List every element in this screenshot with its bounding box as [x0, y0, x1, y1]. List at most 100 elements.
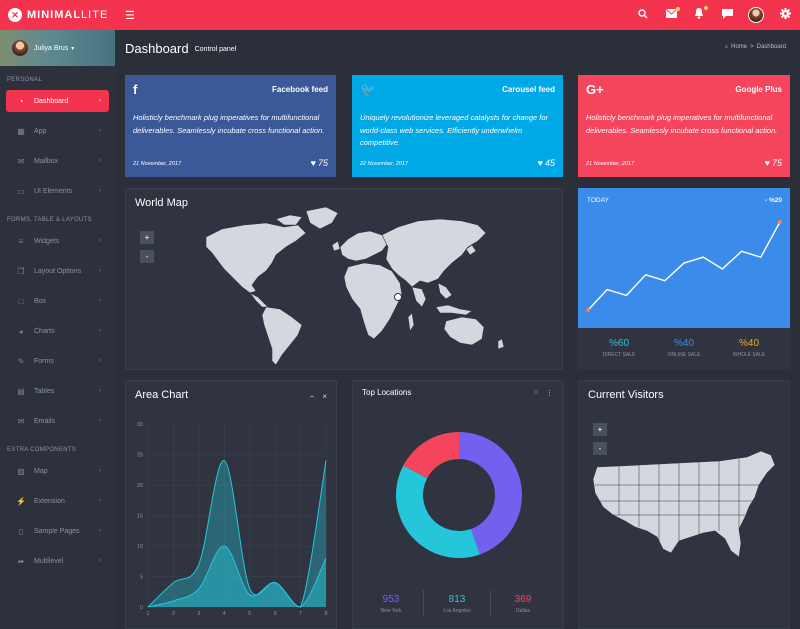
envelope-icon[interactable]: [664, 7, 680, 21]
sidebar-item-tables[interactable]: ▤ Tables ›: [0, 376, 115, 406]
sidebar-item-charts[interactable]: ◕ Charts ›: [0, 316, 115, 346]
today-label: TODAY: [587, 197, 609, 204]
sidebar-item-label: App: [34, 127, 47, 135]
stat-value: %40: [673, 338, 694, 349]
map-marker[interactable]: [394, 293, 402, 301]
user-avatar: [12, 40, 28, 56]
breadcrumb-home[interactable]: Home: [731, 44, 748, 50]
sidebar-section-title: EXTRA COMPONENTS: [7, 447, 77, 453]
sidebar-item-multilevel[interactable]: ➦ Multilevel ›: [0, 546, 115, 576]
location-value: 953: [382, 594, 400, 605]
sidebar-item-dashboard[interactable]: ◔ Dashboard ›: [6, 90, 109, 112]
carousel-feed-card: 🐦 Carousel feed Uniquely revolutionize lev…: [352, 75, 563, 177]
sidebar-item-forms[interactable]: ✎ Forms ›: [0, 346, 115, 376]
stat-online-sale: %40 ONLINE SALE: [654, 338, 714, 358]
sidebar-item-mailbox[interactable]: ✉ Mailbox ›: [0, 146, 115, 176]
plug-icon: ⚡: [16, 496, 26, 506]
gear-icon[interactable]: [778, 8, 792, 22]
sidebar-item-label: Sample Pages: [34, 527, 80, 535]
today-point: [778, 219, 782, 224]
share-icon: ➦: [17, 556, 25, 566]
more-vertical-icon[interactable]: ⋮: [546, 390, 553, 397]
sidebar-item-layout-options[interactable]: ❐ Layout Options ›: [0, 256, 115, 286]
brand[interactable]: ✕ MINIMALLITE: [0, 0, 115, 30]
y-tick-label: 25: [137, 453, 143, 459]
y-tick-label: 0: [140, 605, 143, 611]
current-visitors-title: Current Visitors: [588, 389, 664, 401]
sidebar-item-widgets[interactable]: ≡ Widgets ›: [0, 226, 115, 256]
sidebar-item-label: Widgets: [34, 237, 60, 245]
donut-slice-los-angeles[interactable]: [396, 465, 480, 558]
edit-icon: ✎: [17, 356, 25, 366]
user-panel[interactable]: Juliya Brus ▾: [0, 30, 115, 66]
feed-text: Uniquely revolutionize leveraged catalys…: [360, 113, 549, 147]
likes-count[interactable]: ♥ 75: [311, 158, 328, 168]
refresh-icon[interactable]: ○: [533, 389, 538, 396]
x-tick-label: 7: [299, 611, 302, 617]
breadcrumb: ⌂ Home > Dashboard: [724, 44, 786, 50]
zoom-in-button[interactable]: +: [140, 231, 154, 244]
likes-count[interactable]: ♥ 75: [765, 158, 782, 168]
square-icon: □: [18, 296, 24, 306]
sidebar-item-map[interactable]: ▨ Map ›: [0, 456, 115, 486]
minimize-button[interactable]: −: [309, 392, 315, 401]
donut-slice-dallas[interactable]: [403, 432, 459, 479]
zoom-in-button[interactable]: +: [593, 423, 607, 436]
sidebar-item-ui-elements[interactable]: ▭ UI Elements ›: [0, 176, 115, 206]
today-value: - %20: [765, 197, 782, 204]
table-icon: ▤: [17, 386, 25, 396]
x-tick-label: 1: [146, 611, 149, 617]
chevron-right-icon: ›: [99, 498, 101, 504]
sidebar-item-sample-pages[interactable]: ▯ Sample Pages ›: [0, 516, 115, 546]
area-series-line-1: [147, 460, 327, 608]
copy-icon: ❐: [17, 266, 25, 276]
y-tick-label: 20: [137, 483, 143, 489]
x-tick-label: 2: [172, 611, 175, 617]
zoom-out-button[interactable]: -: [140, 250, 154, 263]
x-tick-label: 8: [324, 611, 327, 617]
feed-title: Carousel feed: [502, 85, 555, 94]
chevron-right-icon: ›: [99, 238, 101, 244]
area-chart-card: Area Chart − × 0 5 10 15 20 25 30 1 2 3 4 5 6 7 8: [125, 380, 337, 629]
likes-value: 75: [317, 158, 328, 168]
laptop-icon: ▭: [17, 186, 25, 196]
today-series-line: [587, 221, 781, 311]
sidebar-item-box[interactable]: □ Box ›: [0, 286, 115, 316]
world-map[interactable]: [126, 189, 564, 371]
feed-title: Facebook feed: [271, 85, 328, 94]
sidebar-item-label: Tables: [34, 387, 55, 395]
sidebar-item-label: Multilevel: [34, 557, 64, 565]
chevron-right-icon: ›: [99, 128, 101, 134]
stat-label: DIRECT SALE: [602, 352, 636, 358]
heart-icon: ♥: [310, 158, 316, 168]
x-tick-label: 5: [248, 611, 251, 617]
likes-count[interactable]: ♥ 45: [538, 158, 555, 168]
chat-icon[interactable]: [720, 8, 734, 22]
facebook-icon: f: [133, 82, 138, 97]
sidebar-item-label: Dashboard: [34, 97, 69, 105]
sidebar-item-emails[interactable]: ✉ Emails ›: [0, 406, 115, 436]
close-button[interactable]: ×: [322, 392, 327, 401]
location-new-york: 953 New York: [361, 594, 421, 614]
sidebar-item-app[interactable]: ▦ App ›: [0, 116, 115, 146]
sidebar-item-extension[interactable]: ⚡ Extension ›: [0, 486, 115, 516]
chevron-right-icon: ›: [99, 558, 101, 564]
area-chart: 0 5 10 15 20 25 30 1 2 3 4 5 6 7 8: [137, 422, 328, 617]
location-value: 369: [514, 594, 532, 605]
usa-map[interactable]: [579, 381, 791, 629]
user-avatar-top[interactable]: [748, 7, 764, 23]
zoom-out-button[interactable]: -: [593, 442, 607, 455]
bell-icon[interactable]: [692, 6, 708, 22]
chevron-right-icon: ›: [99, 388, 101, 394]
map-icon: ▨: [17, 466, 25, 476]
sidebar-item-label: UI Elements: [34, 187, 73, 195]
feed-date: 22 November, 2017: [360, 161, 409, 167]
area-series-1: [148, 460, 326, 607]
donut-slice-new-york[interactable]: [459, 432, 522, 555]
menu-toggle-icon[interactable]: ☰: [125, 9, 135, 22]
search-icon[interactable]: [636, 8, 650, 22]
page-header: Dashboard Control panel ⌂ Home > Dashboa…: [115, 30, 800, 66]
current-visitors-card: Current Visitors + -: [578, 380, 790, 629]
chevron-right-icon: ›: [99, 188, 101, 194]
location-value: 813: [448, 594, 466, 605]
